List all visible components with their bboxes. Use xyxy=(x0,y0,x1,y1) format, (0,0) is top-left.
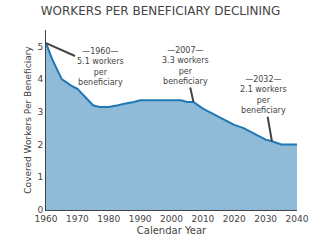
svg-text:1970: 1970 xyxy=(66,214,89,224)
svg-text:1990: 1990 xyxy=(129,214,152,224)
svg-text:2010: 2010 xyxy=(191,214,214,224)
svg-text:5: 5 xyxy=(37,42,43,52)
svg-text:1980: 1980 xyxy=(97,214,120,224)
svg-text:WORKERS PER BENEFICIARY DECLIN: WORKERS PER BENEFICIARY DECLINING xyxy=(41,4,281,18)
svg-text:—1960—5.1 workersperbeneficiar: —1960—5.1 workersperbeneficiary xyxy=(77,47,124,87)
svg-text:1960: 1960 xyxy=(35,214,58,224)
svg-text:4: 4 xyxy=(37,74,43,84)
svg-text:Covered Workers Per Beneficiar: Covered Workers Per Beneficiary xyxy=(23,46,33,194)
svg-text:2020: 2020 xyxy=(223,214,246,224)
svg-text:3: 3 xyxy=(37,107,43,117)
svg-text:1: 1 xyxy=(37,172,43,182)
svg-text:2000: 2000 xyxy=(160,214,183,224)
svg-text:2040: 2040 xyxy=(286,214,309,224)
svg-text:—2032—2.1 workersperbeneficiar: —2032—2.1 workersperbeneficiary xyxy=(240,75,287,115)
svg-text:Calendar Year: Calendar Year xyxy=(137,225,207,236)
svg-text:2030: 2030 xyxy=(254,214,277,224)
svg-text:—2007—3.3 workersperbeneficiar: —2007—3.3 workersperbeneficiary xyxy=(162,46,209,86)
svg-text:0: 0 xyxy=(37,205,43,215)
svg-text:2: 2 xyxy=(37,140,43,150)
